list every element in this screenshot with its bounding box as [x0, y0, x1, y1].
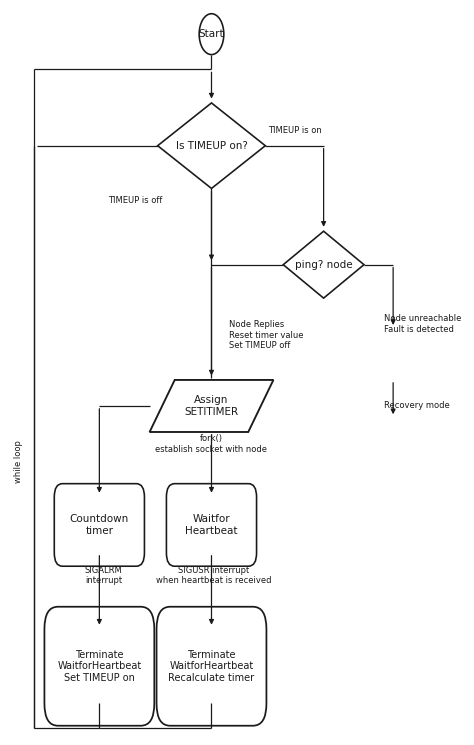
- Text: TIMEUP is on: TIMEUP is on: [267, 126, 321, 135]
- Text: SIGALRM
interrupt: SIGALRM interrupt: [85, 565, 123, 586]
- Text: TIMEUP is off: TIMEUP is off: [109, 195, 163, 205]
- Text: Is TIMEUP on?: Is TIMEUP on?: [175, 141, 247, 150]
- Text: ping? node: ping? node: [295, 260, 353, 270]
- Text: Terminate
WaitforHeartbeat
Set TIMEUP on: Terminate WaitforHeartbeat Set TIMEUP on: [57, 650, 142, 683]
- Text: SIGUSR interrupt
when heartbeat is received: SIGUSR interrupt when heartbeat is recei…: [156, 565, 272, 586]
- Text: Waitfor
Heartbeat: Waitfor Heartbeat: [185, 514, 238, 536]
- Text: Node Replies
Reset timer value
Set TIMEUP off: Node Replies Reset timer value Set TIMEU…: [229, 320, 304, 350]
- Text: Recovery mode: Recovery mode: [384, 402, 450, 410]
- Text: Assign
SETITIMER: Assign SETITIMER: [184, 395, 238, 416]
- Text: Node unreachable
Fault is detected: Node unreachable Fault is detected: [384, 314, 462, 334]
- Text: while loop: while loop: [14, 440, 23, 484]
- Text: fork()
establish socket with node: fork() establish socket with node: [155, 434, 267, 454]
- Text: Terminate
WaitforHeartbeat
Recalculate timer: Terminate WaitforHeartbeat Recalculate t…: [168, 650, 255, 683]
- Text: Countdown
timer: Countdown timer: [70, 514, 129, 536]
- Text: Start: Start: [199, 29, 224, 39]
